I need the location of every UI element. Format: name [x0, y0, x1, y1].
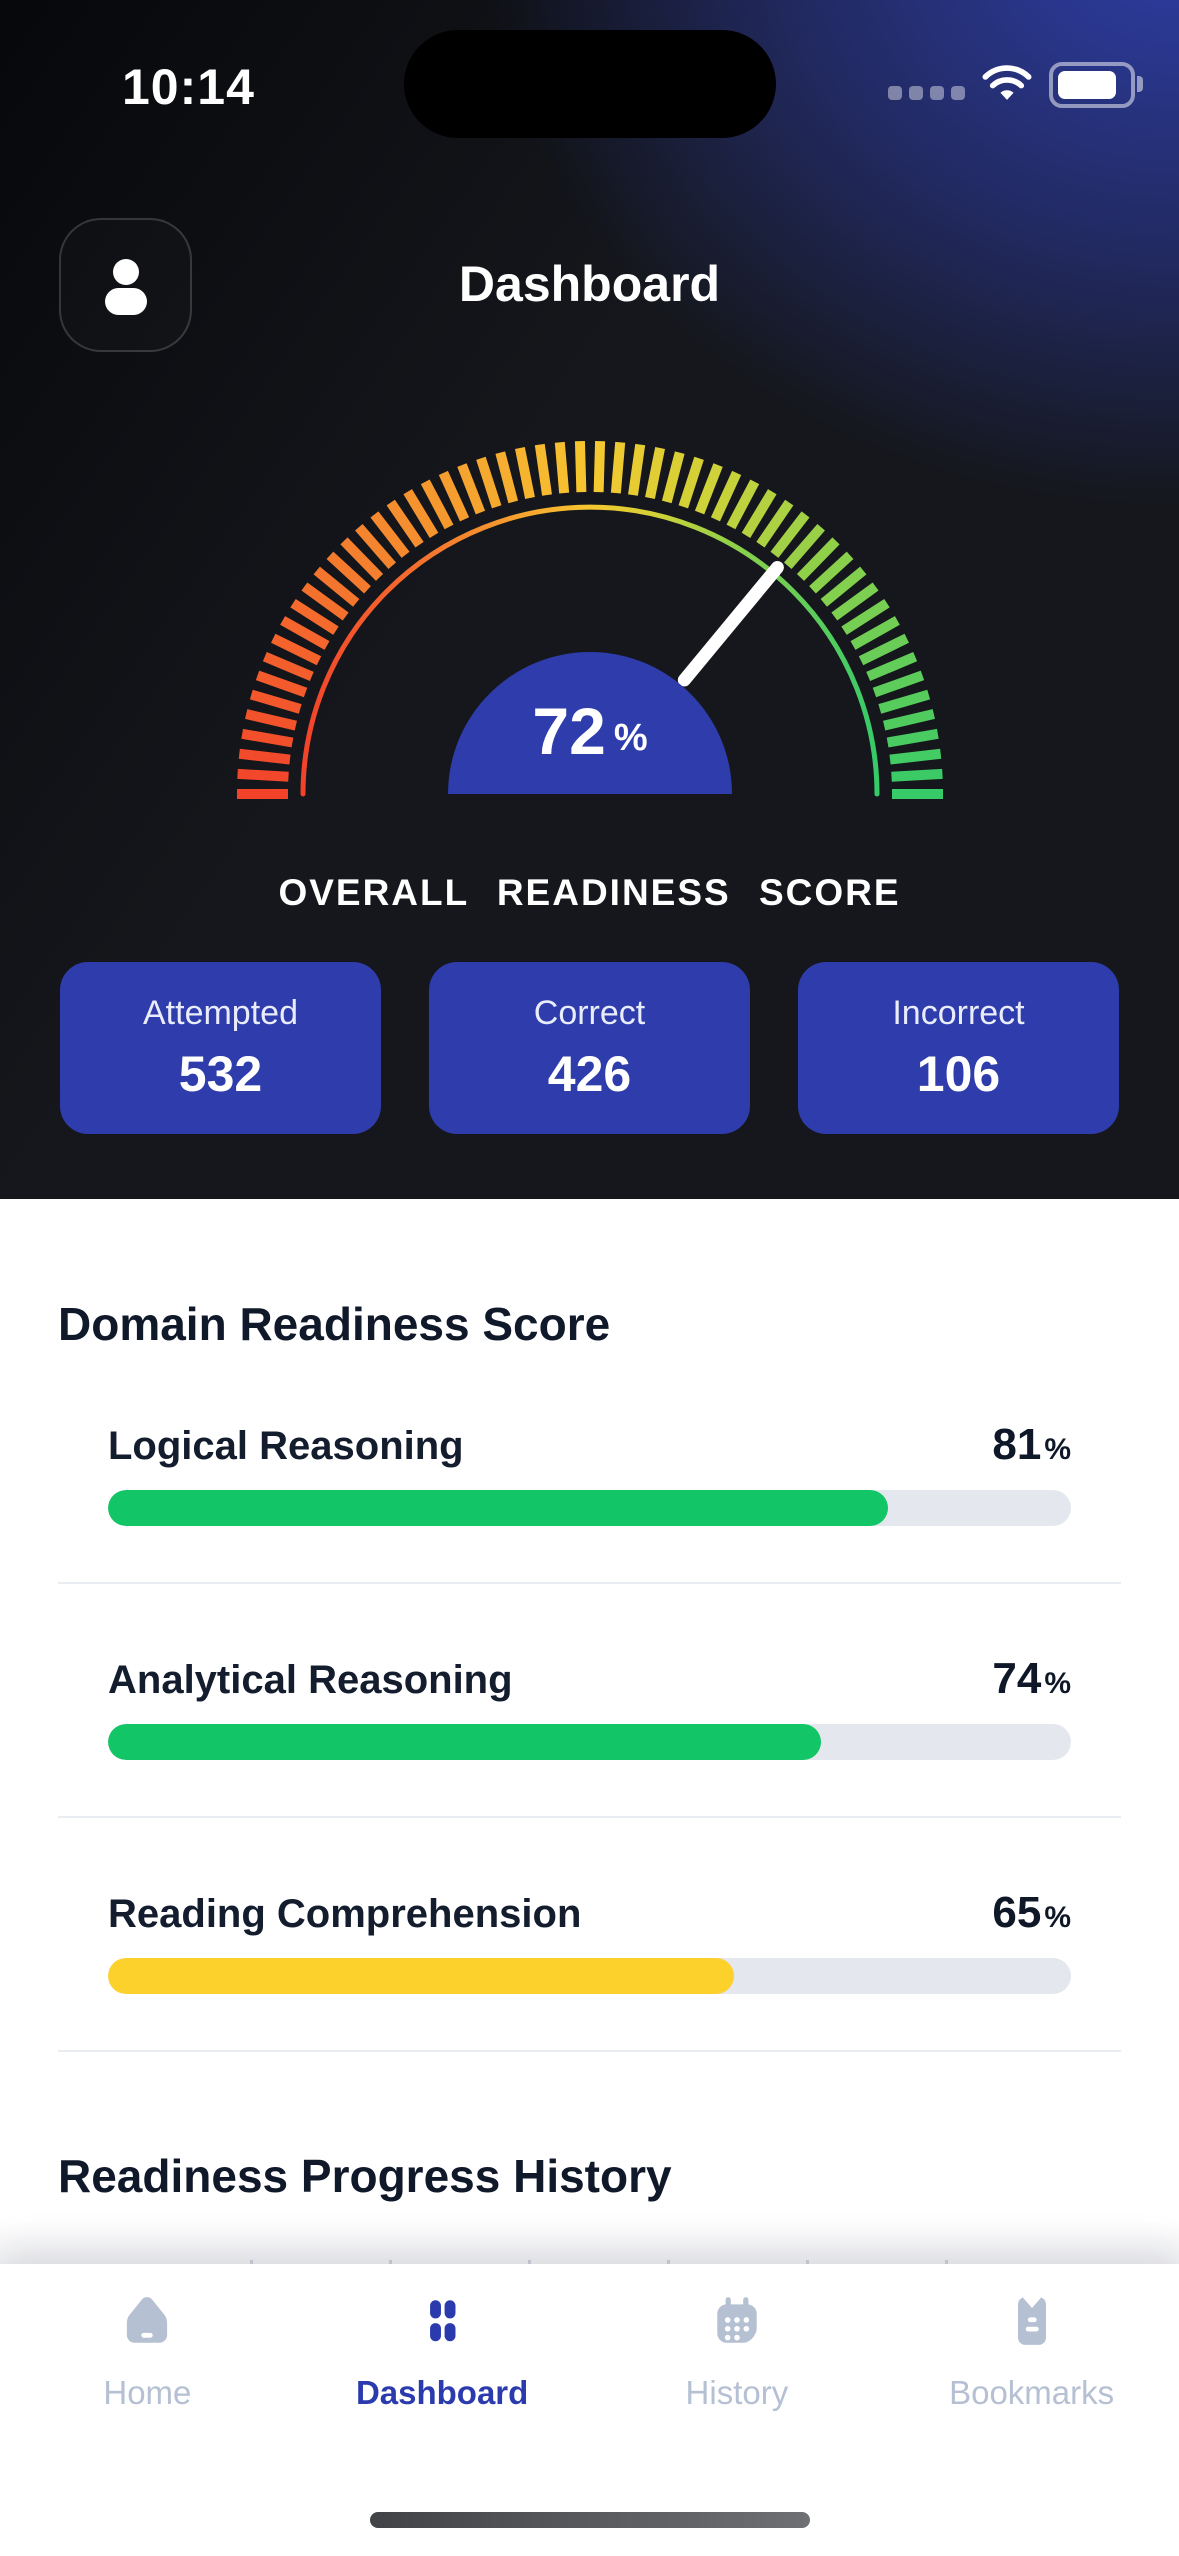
progress-track	[108, 1724, 1071, 1760]
stat-card-attempted[interactable]: Attempted 532	[60, 962, 381, 1134]
tab-home[interactable]: Home	[0, 2290, 295, 2412]
stat-label: Incorrect	[892, 993, 1025, 1032]
row-divider	[58, 2050, 1121, 2052]
tab-bookmarks[interactable]: Bookmarks	[884, 2290, 1179, 2412]
gauge-arc	[300, 504, 879, 797]
home-indicator[interactable]	[369, 2512, 810, 2528]
tab-dashboard[interactable]: Dashboard	[295, 2290, 590, 2412]
status-time: 10:14	[122, 59, 255, 115]
stat-card-correct[interactable]: Correct 426	[429, 962, 750, 1134]
battery-icon	[1049, 62, 1143, 108]
gauge-caption: OVERALL READINESS SCORE	[278, 872, 901, 913]
gauge-value: 72%	[532, 694, 647, 768]
tab-history[interactable]: History	[590, 2290, 885, 2412]
tab-label: Home	[103, 2374, 192, 2411]
gauge-needle	[677, 560, 784, 687]
tab-label: History	[685, 2374, 789, 2411]
main-content: Domain Readiness Score Logical Reasoning…	[0, 1199, 1179, 2284]
domain-section-title: Domain Readiness Score	[58, 1298, 611, 1350]
progress-track	[108, 1958, 1071, 1994]
app-header: Dashboard	[0, 218, 1179, 352]
wifi-icon	[981, 63, 1033, 108]
stat-card-incorrect[interactable]: Incorrect 106	[798, 962, 1119, 1134]
row-divider	[58, 1582, 1121, 1584]
signal-dots-icon	[888, 86, 965, 100]
status-bar: 10:14	[0, 0, 1179, 150]
person-icon	[91, 248, 161, 323]
tab-label: Dashboard	[355, 2374, 529, 2411]
progress-fill	[108, 1490, 889, 1526]
row-divider	[58, 1816, 1121, 1818]
calendar-icon	[709, 2290, 765, 2352]
stat-value: 106	[916, 1045, 1001, 1102]
progress-label: Logical Reasoning	[108, 1424, 464, 1468]
readiness-gauge: 72%	[232, 436, 948, 800]
gauge-center-dome	[447, 652, 732, 794]
stat-label: Correct	[533, 993, 646, 1032]
bookmark-icon	[1004, 2290, 1060, 2352]
progress-percent: 81%	[992, 1420, 1071, 1469]
tab-label: Bookmarks	[949, 2374, 1115, 2411]
progress-row-logical-reasoning: Logical Reasoning 81%	[58, 1420, 1121, 1526]
progress-label: Reading Comprehension	[108, 1892, 582, 1936]
progress-label: Analytical Reasoning	[108, 1658, 513, 1702]
progress-track	[108, 1490, 1071, 1526]
stats-row: Attempted 532 Correct 426 Incorrect 106	[60, 962, 1119, 1134]
progress-percent: 65%	[992, 1888, 1071, 1937]
progress-row-reading-comprehension: Reading Comprehension 65%	[58, 1888, 1121, 1994]
progress-percent: 74%	[992, 1654, 1071, 1703]
domain-rows: Logical Reasoning 81% Analytical Reasoni…	[58, 1420, 1121, 2052]
hero-panel: 10:14 Dashboard	[0, 0, 1179, 1199]
history-section-title: Readiness Progress History	[58, 2150, 672, 2202]
dynamic-island	[403, 30, 776, 138]
stat-label: Attempted	[143, 993, 298, 1032]
bottom-tab-bar: Home Dashboard	[0, 2264, 1179, 2556]
progress-fill	[108, 1724, 821, 1760]
dashboard-grid-icon	[414, 2290, 470, 2352]
page-title: Dashboard	[458, 255, 721, 312]
status-icons	[888, 62, 1143, 108]
progress-fill	[108, 1958, 734, 1994]
stat-value: 532	[178, 1045, 263, 1102]
stat-value: 426	[547, 1045, 632, 1102]
avatar-button[interactable]	[59, 218, 192, 352]
home-icon	[119, 2290, 175, 2352]
gauge-ticks	[236, 441, 943, 799]
progress-row-analytical-reasoning: Analytical Reasoning 74%	[58, 1654, 1121, 1760]
